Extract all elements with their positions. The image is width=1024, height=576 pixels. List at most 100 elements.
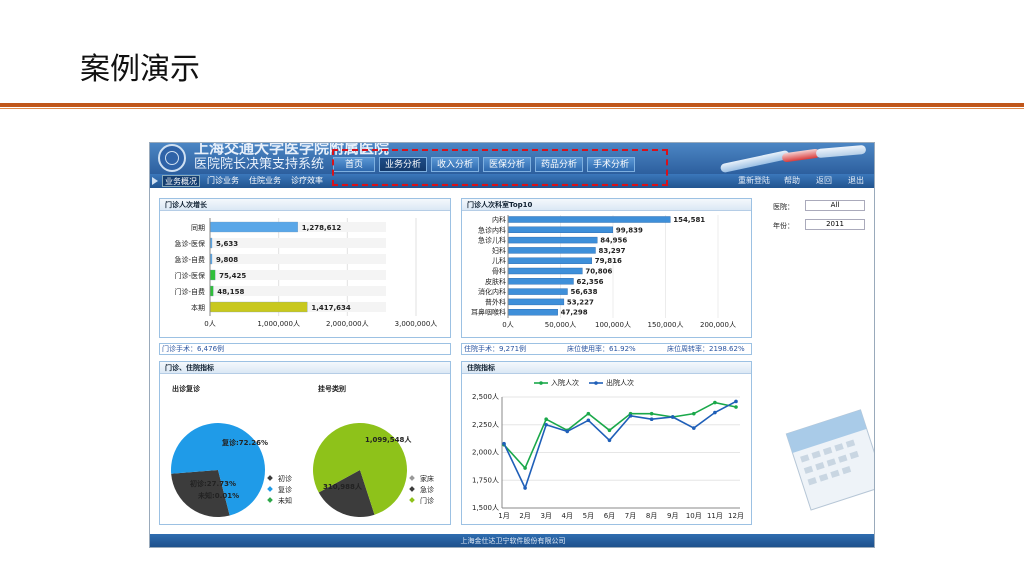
bar-track xyxy=(210,270,386,280)
data-point xyxy=(607,438,612,443)
bar xyxy=(507,216,671,223)
data-point xyxy=(713,400,717,405)
slice-label: 310,988人 xyxy=(323,482,363,491)
data-point xyxy=(692,426,696,430)
category-label: 急诊-自费 xyxy=(174,255,205,264)
inpatient-panel-title: 住院指标 xyxy=(462,362,751,374)
pie-slice xyxy=(218,470,230,516)
bar xyxy=(507,257,593,264)
tab-revenue-analysis[interactable]: 收入分析 xyxy=(431,157,479,172)
value-label: 75,425 xyxy=(219,272,246,280)
x-tick-label: 150,000人 xyxy=(648,321,684,329)
pie-slice xyxy=(171,470,230,517)
legend-marker xyxy=(409,497,415,503)
sub-nav: 业务概况 门诊业务 住院业务 诊疗效率 重新登陆 帮助 返回 退出 xyxy=(150,174,874,188)
tab-drug-analysis[interactable]: 药品分析 xyxy=(535,157,583,172)
category-label: 皮肤科 xyxy=(485,277,506,286)
category-label: 本期 xyxy=(191,303,205,312)
legend-marker xyxy=(267,497,273,503)
x-tick-label: 12月 xyxy=(728,512,744,520)
app-screenshot: 上海交通大学医学院附属医院 医院院长决策支持系统 首页 业务分析 收入分析 医保… xyxy=(149,142,875,548)
link-exit[interactable]: 退出 xyxy=(848,176,864,185)
data-point xyxy=(607,428,612,433)
subtab-overview[interactable]: 业务概况 xyxy=(162,175,200,187)
tab-surgery-analysis[interactable]: 手术分析 xyxy=(587,157,635,172)
x-tick-label: 6月 xyxy=(604,512,615,520)
link-back[interactable]: 返回 xyxy=(816,176,832,185)
x-tick-label: 100,000人 xyxy=(595,321,631,329)
legend-marker xyxy=(539,381,543,385)
category-label: 门诊-医保 xyxy=(174,271,205,280)
pie-slice xyxy=(171,423,265,516)
category-label: 急诊-医保 xyxy=(174,239,205,248)
highlight-box xyxy=(332,149,668,186)
legend-label: 复诊 xyxy=(278,485,292,494)
legend-label: 门诊 xyxy=(420,496,434,505)
inpatient-line-chart: 1,500人 1,750人 2,000人 2,250人 2,500人 1月 2月 3月 4月 5月… xyxy=(472,378,744,520)
legend-label: 急诊 xyxy=(420,485,434,494)
subtab-efficiency[interactable]: 诊疗效率 xyxy=(291,176,323,185)
value-label: 99,839 xyxy=(616,226,643,234)
value-label: 154,581 xyxy=(673,216,705,224)
slice-label: 复诊:72.26% xyxy=(221,438,268,447)
growth-bar-chart: 0人 1,000,000人 2,000,000人 3,000,000人 同期 1,278,… xyxy=(174,218,437,328)
top10-panel-title: 门诊人次科室Top10 xyxy=(462,199,751,211)
top10-bar-chart: 0人 50,000人 100,000人 150,000人 200,000人 内科 154,5… xyxy=(471,215,736,329)
x-tick-label: 0人 xyxy=(502,321,513,329)
bar-track xyxy=(210,222,386,232)
category-label: 消化内科 xyxy=(478,287,506,296)
y-tick-label: 2,000人 xyxy=(472,449,499,457)
value-label: 53,227 xyxy=(567,298,594,306)
category-label: 急诊儿科 xyxy=(478,236,506,245)
title-rule xyxy=(0,103,1024,107)
pie-title: 出诊复诊 xyxy=(172,384,201,393)
subtab-inpatient[interactable]: 住院业务 xyxy=(249,176,281,185)
x-tick-label: 1,000,000人 xyxy=(257,320,300,328)
university-logo-icon xyxy=(158,144,186,172)
category-label: 骨科 xyxy=(492,267,506,276)
bed-usage-text: 床位使用率：61.92% xyxy=(567,345,636,353)
bar xyxy=(209,301,308,313)
value-label: 1,278,612 xyxy=(302,224,342,232)
bed-turnover-text: 床位周转率：2198.62% xyxy=(667,345,745,353)
expand-arrow-icon[interactable] xyxy=(152,177,158,185)
data-point xyxy=(649,411,654,416)
bar xyxy=(507,298,565,306)
data-point xyxy=(565,429,570,434)
tab-business-analysis[interactable]: 业务分析 xyxy=(379,157,427,172)
inpatient-surgery-text: 住院手术：9,271例 xyxy=(464,345,527,353)
link-relogin[interactable]: 重新登陆 xyxy=(738,176,770,185)
legend-label: 未知 xyxy=(278,496,292,505)
bar xyxy=(507,236,598,244)
legend-label: 入院人次 xyxy=(551,378,579,387)
y-tick-label: 2,500人 xyxy=(472,393,499,401)
legend-marker xyxy=(267,486,273,492)
slice-label: 未知:0.01% xyxy=(198,491,239,500)
value-label: 47,298 xyxy=(561,309,588,317)
x-tick-label: 5月 xyxy=(583,512,594,520)
data-point xyxy=(713,410,717,415)
link-help[interactable]: 帮助 xyxy=(784,176,800,185)
hospital-select[interactable]: All xyxy=(805,200,865,211)
data-point xyxy=(734,405,738,409)
x-tick-label: 1月 xyxy=(498,512,509,520)
category-label: 内科 xyxy=(492,215,506,224)
legend-label: 初诊 xyxy=(278,474,292,483)
x-tick-label: 7月 xyxy=(625,512,636,520)
value-label: 79,816 xyxy=(595,257,622,265)
slide-title: 案例演示 xyxy=(80,52,200,87)
series-line xyxy=(503,401,737,470)
legend-marker xyxy=(409,475,415,481)
data-point xyxy=(523,486,527,490)
data-point xyxy=(628,414,633,418)
year-select[interactable]: 2011 xyxy=(805,219,865,230)
system-name: 医院院长决策支持系统 xyxy=(194,157,325,172)
tab-insurance-analysis[interactable]: 医保分析 xyxy=(483,157,531,172)
subtab-outpatient[interactable]: 门诊业务 xyxy=(207,176,239,185)
pie-slice xyxy=(313,423,407,515)
category-label: 儿科 xyxy=(492,256,506,265)
series-line xyxy=(503,400,737,491)
y-tick-label: 1,750人 xyxy=(472,476,499,484)
legend-marker xyxy=(594,381,598,385)
x-tick-label: 2,000,000人 xyxy=(326,320,369,328)
